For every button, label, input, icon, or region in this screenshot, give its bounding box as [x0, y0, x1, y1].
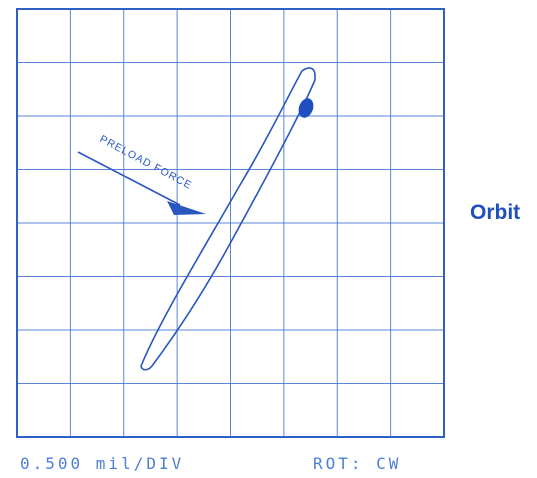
preload-force-label: PRELOAD FORCE [98, 133, 194, 192]
preload-force-arrow [77, 151, 181, 206]
plot-frame [16, 8, 445, 438]
keyphasor-dot [298, 98, 314, 118]
orbit-label: Orbit [470, 201, 521, 224]
scale-label: 0.500 mil/DIV [20, 454, 185, 473]
arrow-icon [167, 201, 206, 215]
rotation-label: ROT: CW [313, 454, 402, 473]
orbit-trace [140, 67, 316, 371]
oscilloscope-grid [17, 9, 444, 437]
